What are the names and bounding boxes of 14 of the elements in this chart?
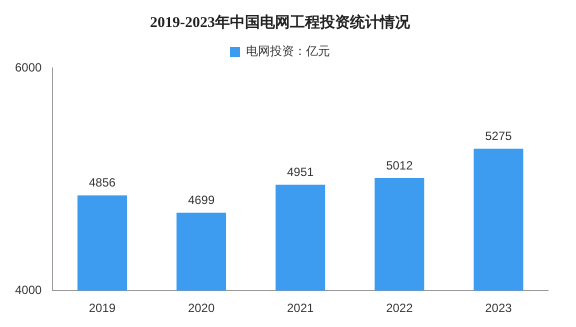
x-tick-label: 2023 (485, 301, 512, 316)
x-tick-label: 2021 (286, 301, 314, 316)
data-label: 4951 (286, 165, 314, 180)
x-tick-label: 2022 (386, 301, 414, 316)
data-label: 4699 (188, 193, 215, 208)
legend-label: 电网投资：亿元 (246, 44, 330, 58)
data-label: 5012 (386, 158, 414, 172)
y-tick-label: 4000 (14, 282, 42, 297)
x-tick-label: 2019 (88, 301, 116, 316)
x-tick-label: 2020 (188, 301, 215, 316)
chart-title: 2019-2023年中国电网工程投资统计情况 (150, 14, 411, 31)
data-label: 5275 (485, 129, 512, 144)
data-label: 4856 (88, 176, 116, 190)
y-tick-label: 6000 (14, 60, 42, 74)
